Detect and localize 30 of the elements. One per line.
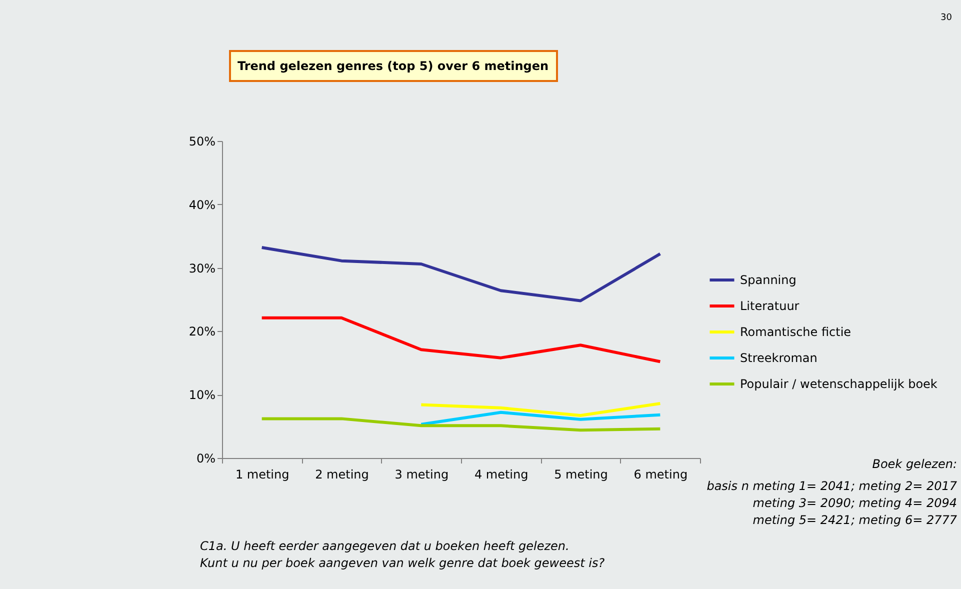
legend-label: Populair / wetenschappelijk boek [740, 377, 938, 391]
x-tick-label: 6 meting [634, 468, 688, 482]
text: basis n meting 1= 2041; meting 2= 2017 [706, 479, 958, 493]
y-tick-label: 0% [196, 452, 216, 466]
legend-label: Spanning [740, 273, 796, 287]
line-series [260, 316, 662, 364]
text: Kunt u nu per boek aangeven van welk genre dat boek geweest is? [200, 556, 606, 570]
y-tick-label: 10% [188, 388, 216, 402]
chart-title: Trend gelezen genres (top 5) over 6 metingen [237, 59, 549, 73]
line-series [260, 246, 662, 302]
text: meting 5= 2421; meting 6= 2777 [752, 513, 958, 527]
x-tick-label: 3 meting [394, 468, 449, 482]
x-tick-label: 4 meting [474, 468, 528, 482]
text: meting 3= 2090; meting 4= 2094 [752, 496, 957, 510]
text: C1a. U heeft eerder aangegeven dat u boeken heeft gelezen. [200, 539, 570, 553]
legend-label: Streekroman [740, 351, 818, 365]
legend-label: Literatuur [740, 299, 800, 313]
line-series [260, 417, 662, 432]
y-tick-label: 40% [188, 198, 216, 212]
x-tick-label: 1 meting [235, 468, 290, 482]
x-tick-label: 5 meting [554, 468, 608, 482]
legend-label: Romantische fictie [740, 325, 852, 339]
y-tick-label: 20% [188, 324, 216, 339]
y-tick-label: 30% [188, 261, 216, 276]
text: Boek gelezen: [872, 457, 957, 471]
line-series [420, 410, 662, 426]
x-tick-label: 2 meting [315, 468, 369, 482]
y-tick-label: 50% [188, 134, 216, 148]
line-series [420, 402, 662, 418]
text: 30 [940, 13, 952, 23]
